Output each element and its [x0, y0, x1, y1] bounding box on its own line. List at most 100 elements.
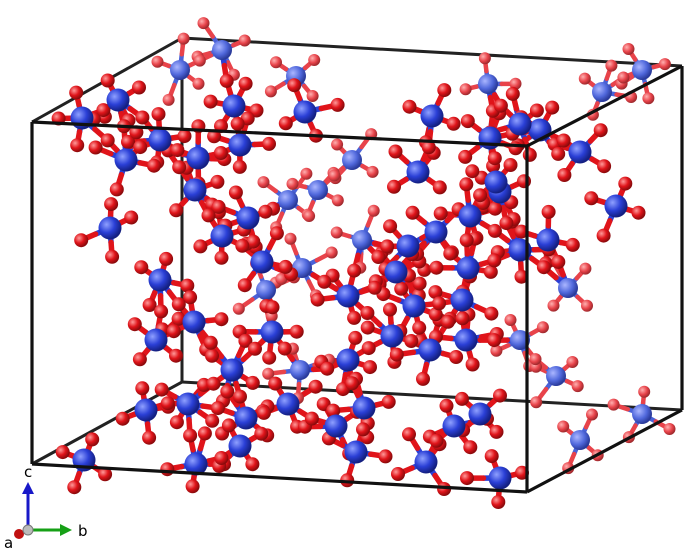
oxygen-atom — [289, 324, 304, 339]
oxygen-atom — [193, 54, 206, 67]
oxygen-atom — [429, 260, 444, 275]
silicon-atom — [148, 128, 172, 152]
oxygen-atom — [159, 251, 174, 266]
oxygen-atom — [154, 304, 169, 319]
silicon-atom — [148, 268, 172, 292]
oxygen-atom — [465, 164, 480, 179]
oxygen-atom — [206, 376, 221, 391]
oxygen-atom — [578, 72, 591, 85]
oxygen-atom — [300, 167, 313, 180]
oxygen-atom — [458, 149, 473, 164]
oxygen-atom — [488, 201, 503, 216]
silicon-atom — [632, 404, 652, 424]
oxygen-atom — [330, 226, 343, 239]
oxygen-atom — [356, 422, 370, 437]
silicon-atom — [414, 450, 438, 474]
silicon-atom — [170, 60, 190, 80]
oxygen-atom — [214, 250, 229, 265]
silicon-atom — [184, 452, 208, 476]
silicon-atom — [402, 294, 426, 318]
silicon-atom — [182, 310, 206, 334]
oxygen-atom — [170, 143, 185, 158]
oxygen-atom — [596, 228, 611, 243]
oxygen-atom — [278, 259, 293, 274]
oxygen-atom — [306, 90, 319, 102]
oxygen-atom — [85, 432, 100, 447]
oxygen-atom — [264, 85, 277, 98]
oxygen-atom — [428, 285, 443, 300]
oxygen-atom — [556, 133, 571, 148]
silicon-atom — [234, 406, 258, 430]
silicon-atom — [228, 434, 252, 458]
oxygen-atom — [193, 239, 208, 254]
oxygen-atom — [100, 133, 115, 148]
silicon-atom — [183, 178, 207, 202]
oxygen-atom — [328, 169, 341, 182]
silicon-atom — [418, 338, 442, 362]
oxygen-atom — [183, 428, 198, 443]
oxygen-atom — [367, 204, 380, 217]
oxygen-atom — [270, 56, 282, 69]
oxygen-atom — [277, 341, 292, 356]
silicon-atom — [442, 414, 466, 438]
oxygen-atom — [304, 411, 319, 426]
oxygen-atom — [529, 103, 544, 118]
silicon-atom — [344, 440, 368, 464]
oxygen-atom — [177, 129, 192, 144]
silicon-atom — [558, 278, 578, 298]
silicon-atom — [114, 148, 138, 172]
silicon-atom — [220, 358, 244, 382]
oxygen-atom — [658, 58, 671, 71]
oxygen-atom — [605, 59, 618, 72]
oxygen-atom — [197, 17, 210, 30]
oxygen-atom — [663, 423, 676, 435]
oxygen-atom — [428, 307, 443, 322]
oxygen-atom — [180, 278, 195, 293]
oxygen-atom — [214, 312, 229, 327]
silicon-atom — [396, 234, 420, 258]
oxygen-atom — [269, 226, 284, 241]
oxygen-atom — [490, 344, 503, 357]
oxygen-atom — [412, 320, 427, 335]
oxygen-atom — [493, 388, 507, 403]
oxygen-atom — [429, 433, 444, 448]
oxygen-atom — [69, 85, 84, 100]
oxygen-atom — [268, 376, 283, 391]
oxygen-atom — [70, 138, 85, 153]
oxygen-atom — [459, 233, 474, 248]
oxygen-atom — [278, 116, 293, 131]
oxygen-atom — [642, 92, 655, 105]
oxygen-atom — [402, 427, 416, 442]
unit-cell-back-edges — [31, 36, 683, 466]
oxygen-atom — [391, 467, 405, 481]
oxygen-atom — [203, 335, 218, 350]
oxygen-atom — [514, 269, 529, 284]
oxygen-atom — [504, 314, 517, 326]
oxygen-atom — [551, 254, 566, 269]
oxygen-atom — [214, 451, 229, 465]
silicon-atom — [536, 228, 560, 252]
oxygen-atom — [326, 403, 341, 418]
oxygen-atom — [154, 382, 169, 397]
oxygen-atom — [256, 405, 271, 420]
silicon-atom — [352, 230, 372, 250]
oxygen-atom — [404, 334, 419, 348]
oxygen-atom — [310, 292, 325, 307]
oxygen-atom — [245, 375, 260, 390]
oxygen-atom — [484, 306, 499, 321]
oxygen-atom — [142, 430, 157, 445]
silicon-atom — [324, 414, 348, 438]
oxygen-atom — [541, 204, 556, 219]
oxygen-atom — [320, 361, 335, 376]
silicon-atom — [278, 190, 298, 210]
oxygen-atom — [262, 350, 277, 365]
oxygen-atom — [441, 314, 455, 329]
oxygen-atom — [183, 290, 198, 305]
oxygen-atom — [508, 141, 523, 156]
silicon-atom — [308, 180, 328, 200]
oxygen-atom — [509, 77, 522, 90]
oxygen-atom — [142, 298, 157, 312]
oxygen-atom — [317, 274, 332, 289]
oxygen-atom — [536, 260, 551, 275]
silicon-atom — [250, 250, 274, 274]
